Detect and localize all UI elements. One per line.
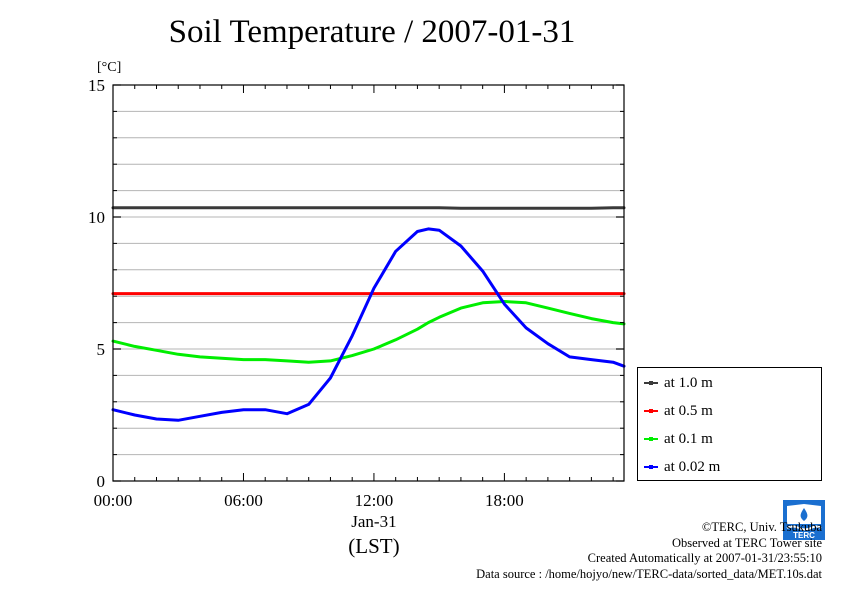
y-tick-label: 15	[88, 76, 105, 95]
logo-text: TERC	[793, 531, 815, 540]
legend-item: at 0.1 m	[644, 428, 713, 450]
series-line-1	[111, 206, 626, 210]
x-date-label: Jan-31	[351, 512, 396, 531]
plot-frame	[112, 84, 625, 482]
y-tick-label: 5	[97, 340, 106, 359]
legend-swatch	[644, 437, 658, 441]
x-axis-label: (LST)	[348, 534, 399, 558]
x-tick-label: 06:00	[224, 491, 263, 510]
legend-swatch	[644, 465, 658, 469]
legend-swatch	[644, 409, 658, 413]
x-tick-label: 18:00	[485, 491, 524, 510]
chart-legend: at 1.0 m at 0.5 m at 0.1 m at 0.02 m	[637, 367, 822, 481]
series-line-4	[111, 227, 626, 422]
credits-block: ©TERC, Univ. Tsukuba Observed at TERC To…	[476, 520, 822, 582]
legend-label: at 1.0 m	[664, 374, 713, 391]
copyright-text: ©TERC, Univ. Tsukuba	[701, 520, 822, 534]
legend-label: at 0.5 m	[664, 402, 713, 419]
site-text: Observed at TERC Tower site	[671, 535, 822, 550]
terc-logo-icon: TERC	[783, 500, 825, 540]
legend-item: at 0.5 m	[644, 400, 713, 422]
created-text: Created Automatically at 2007-01-31/23:5…	[587, 551, 822, 566]
y-tick-label: 0	[97, 472, 106, 491]
legend-label: at 0.02 m	[664, 458, 721, 475]
x-tick-label: 12:00	[355, 491, 394, 510]
data-source-text: Data source : /home/hojyo/new/TERC-data/…	[476, 566, 822, 581]
y-axis-label: [°C]	[97, 60, 121, 75]
x-tick-label: 00:00	[94, 491, 133, 510]
legend-item: at 1.0 m	[644, 372, 713, 394]
chart-title: Soil Temperature / 2007-01-31	[168, 14, 576, 50]
legend-swatch	[644, 381, 658, 385]
series-line-3	[111, 300, 626, 364]
legend-item: at 0.02 m	[644, 456, 720, 478]
legend-label: at 0.1 m	[664, 430, 713, 447]
y-tick-label: 10	[88, 208, 105, 227]
